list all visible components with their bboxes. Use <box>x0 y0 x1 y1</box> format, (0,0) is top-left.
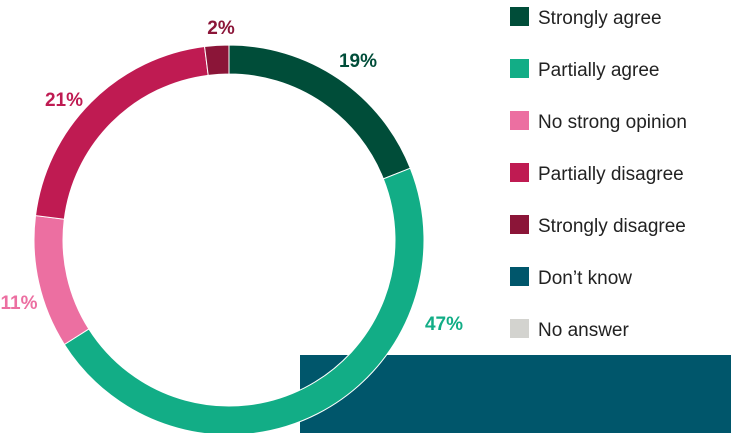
slice-strongly-disagree <box>204 44 230 76</box>
donut-slices <box>33 44 425 433</box>
legend-label-strongly-agree: Strongly agree <box>538 8 662 29</box>
slice-no-strong-opinion <box>33 215 90 346</box>
legend-swatch-no-answer <box>510 319 529 338</box>
legend-label-no-answer: No answer <box>538 320 629 341</box>
slice-partially-agree <box>63 167 425 433</box>
legend-swatch-no-strong-opinion <box>510 111 529 130</box>
legend-swatch-partially-agree <box>510 59 529 78</box>
legend-item-no-strong-opinion: No strong opinion <box>510 111 687 133</box>
legend: Strongly agree Partially agree No strong o… <box>510 7 687 341</box>
legend-item-don-t-know: Don’t know <box>510 267 632 289</box>
slice-label-no-strong-opinion: 11% <box>1 293 38 314</box>
slice-partially-disagree <box>34 45 209 220</box>
legend-label-strongly-disagree: Strongly disagree <box>538 216 686 237</box>
slice-labels: 19% 47% 11% 21% 2% <box>1 18 464 335</box>
legend-swatch-partially-disagree <box>510 163 529 182</box>
legend-swatch-don-t-know <box>510 267 529 286</box>
legend-item-partially-agree: Partially agree <box>510 59 659 81</box>
legend-label-don-t-know: Don’t know <box>538 268 632 289</box>
slice-label-partially-disagree: 21% <box>45 90 83 111</box>
legend-item-strongly-disagree: Strongly disagree <box>510 215 686 237</box>
legend-label-partially-disagree: Partially disagree <box>538 164 684 185</box>
slice-label-strongly-agree: 19% <box>339 51 377 72</box>
slice-label-partially-agree: 47% <box>425 314 463 335</box>
legend-item-strongly-agree: Strongly agree <box>510 7 662 29</box>
slice-strongly-agree <box>228 44 411 180</box>
legend-label-partially-agree: Partially agree <box>538 60 659 81</box>
legend-item-no-answer: No answer <box>510 319 629 341</box>
legend-swatch-strongly-agree <box>510 7 529 26</box>
legend-label-no-strong-opinion: No strong opinion <box>538 112 687 133</box>
legend-item-partially-disagree: Partially disagree <box>510 163 684 185</box>
legend-swatch-strongly-disagree <box>510 215 529 234</box>
slice-label-strongly-disagree: 2% <box>207 18 235 39</box>
